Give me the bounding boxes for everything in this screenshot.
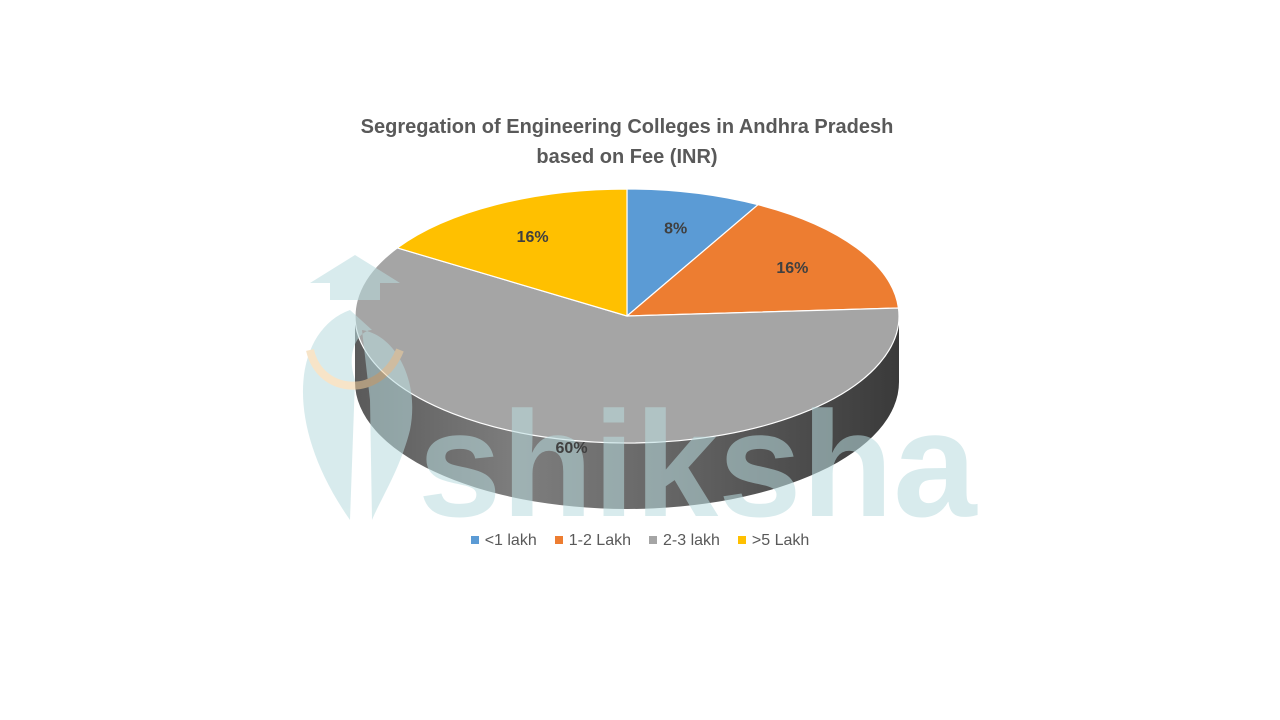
watermark-text: shiksha <box>418 380 978 548</box>
legend-label: 1-2 Lakh <box>568 532 631 549</box>
legend-label: >5 Lakh <box>751 532 810 549</box>
watermark-arc-icon <box>306 348 404 390</box>
pie-data-label: 16% <box>776 260 808 277</box>
shiksha-watermark: shiksha <box>302 255 978 548</box>
legend-label: 2-3 lakh <box>663 532 720 549</box>
pie-slice <box>626 188 760 318</box>
legend-item: >5 Lakh <box>737 532 810 550</box>
chart-title-line-1: Segregation of Engineering Colleges in A… <box>360 116 894 138</box>
legend-label: <1 lakh <box>484 532 537 549</box>
pie-side-face <box>355 316 899 509</box>
legend-item: 1-2 Lakh <box>554 532 631 550</box>
pie-data-labels: 8% 16% 60% 16% <box>517 220 809 456</box>
pie-slice <box>625 204 900 317</box>
legend-swatch <box>649 536 657 544</box>
pie-data-label: 16% <box>517 229 549 246</box>
legend-item: <1 lakh <box>470 532 537 550</box>
pie-top <box>354 188 900 444</box>
pie-slice <box>396 188 628 317</box>
pie-side-wall <box>355 316 899 509</box>
watermark-logo-icon <box>302 255 413 520</box>
legend-swatch <box>470 536 479 544</box>
legend-swatch <box>737 536 746 544</box>
chart-title: Segregation of Engineering Colleges in A… <box>340 112 914 172</box>
pie-data-label: 8% <box>664 220 687 237</box>
chart-legend: <1 lakh 1-2 Lakh 2-3 lakh >5 Lakh <box>0 532 1280 550</box>
legend-swatch <box>554 536 563 544</box>
pie-data-label: 60% <box>556 440 588 457</box>
chart-title-line-2: based on Fee (INR) <box>536 146 718 168</box>
legend-item: 2-3 lakh <box>649 532 720 550</box>
